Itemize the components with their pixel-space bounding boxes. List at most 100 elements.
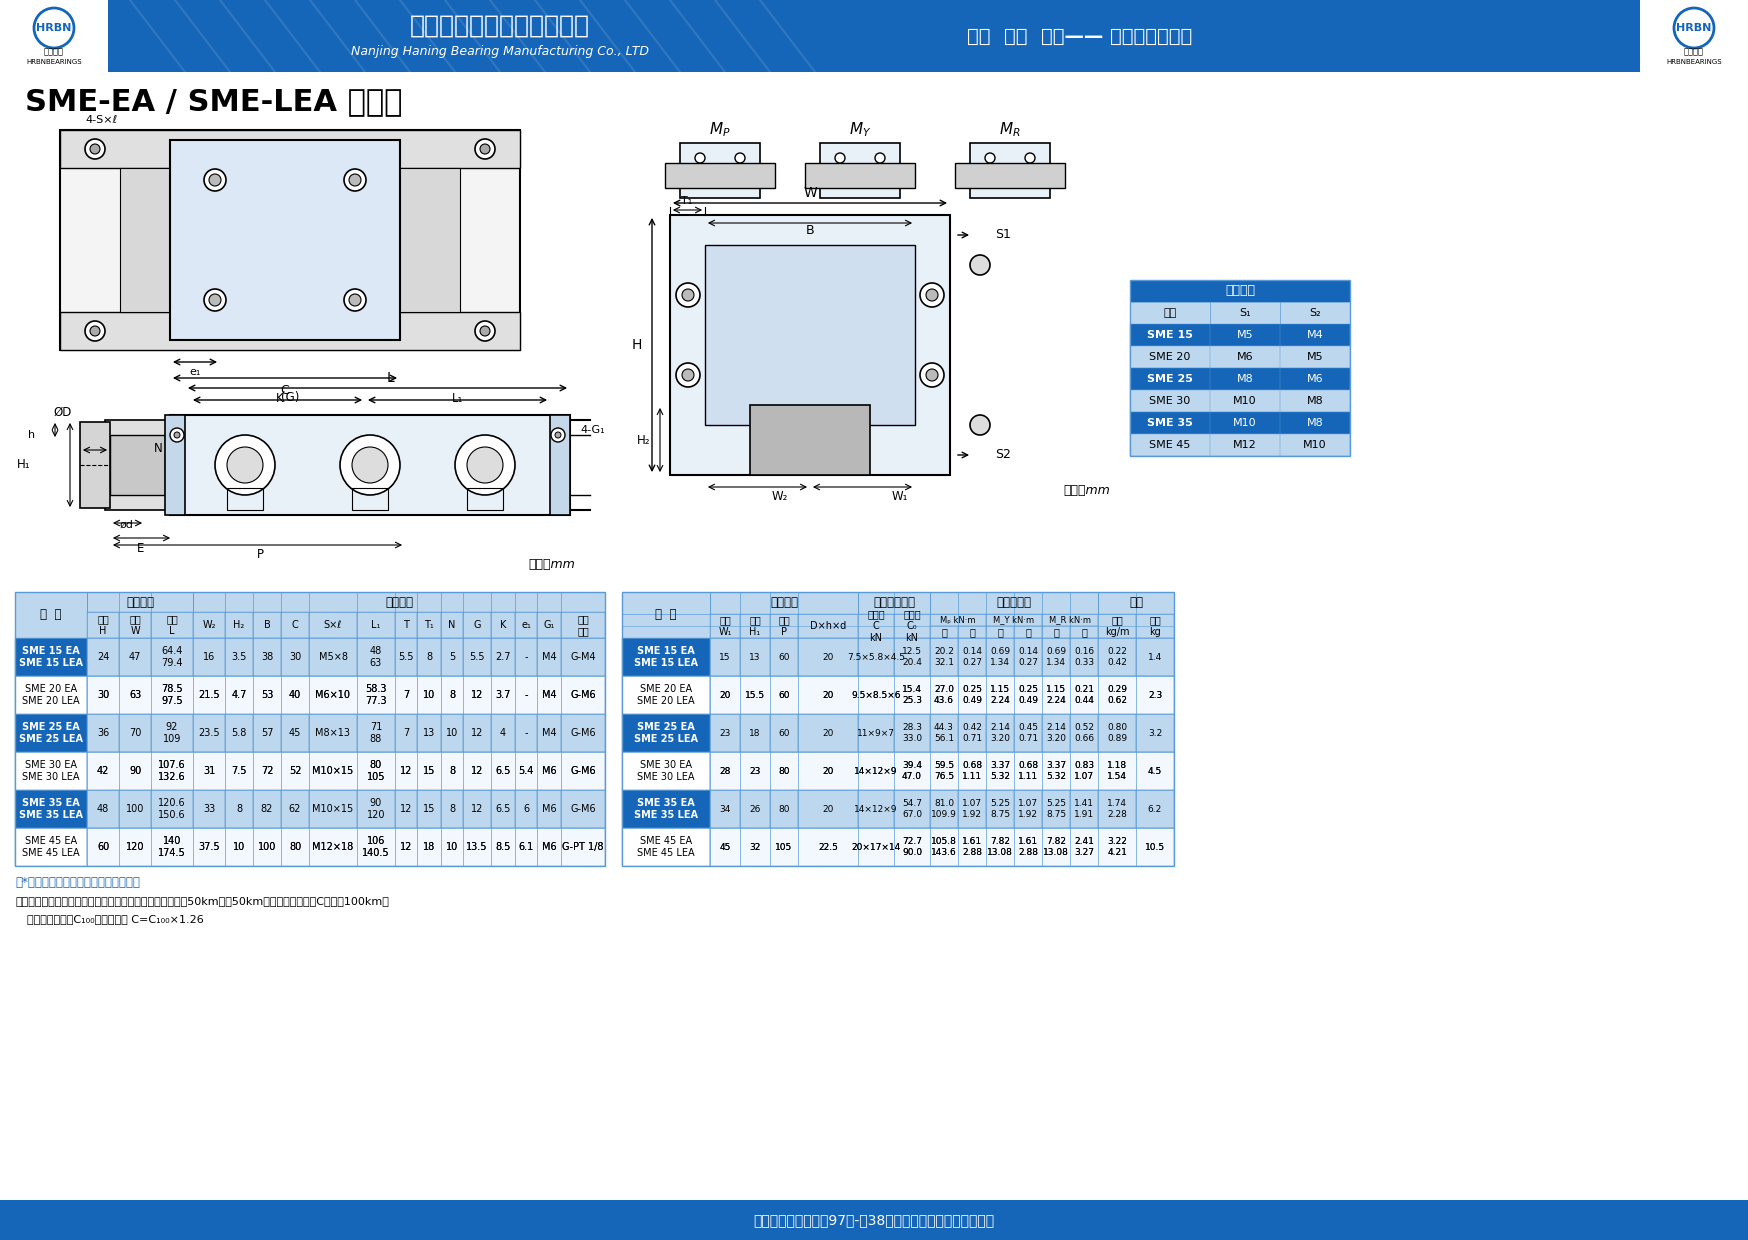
Text: 0.68
1.11: 0.68 1.11 bbox=[1017, 761, 1038, 781]
Bar bbox=[958, 828, 986, 866]
Text: 72: 72 bbox=[260, 766, 273, 776]
Text: 18: 18 bbox=[423, 842, 435, 852]
Bar bbox=[395, 613, 418, 639]
Bar bbox=[799, 714, 858, 751]
Text: 100: 100 bbox=[257, 842, 276, 852]
Bar bbox=[1098, 828, 1136, 866]
Text: (G): (G) bbox=[281, 392, 299, 404]
Text: 60: 60 bbox=[778, 691, 790, 699]
Text: H₂: H₂ bbox=[636, 434, 650, 446]
Bar bbox=[537, 790, 561, 828]
Text: 4.5: 4.5 bbox=[1148, 766, 1162, 775]
Circle shape bbox=[676, 283, 699, 308]
Text: e₁: e₁ bbox=[521, 620, 531, 630]
Text: M4: M4 bbox=[542, 689, 556, 701]
Text: 12: 12 bbox=[400, 766, 413, 776]
Bar bbox=[1014, 639, 1042, 676]
Bar bbox=[958, 676, 986, 714]
Text: S2: S2 bbox=[995, 449, 1010, 461]
Bar bbox=[164, 415, 185, 515]
Text: HRBNBEARINGS: HRBNBEARINGS bbox=[1666, 60, 1722, 64]
Text: 1.61
2.88: 1.61 2.88 bbox=[1017, 837, 1038, 857]
Bar bbox=[986, 676, 1014, 714]
Text: 38: 38 bbox=[260, 652, 273, 662]
Text: K: K bbox=[276, 392, 283, 404]
Text: 哈宁轴承: 哈宁轴承 bbox=[44, 47, 65, 57]
Bar bbox=[87, 828, 119, 866]
Bar bbox=[463, 639, 491, 676]
Bar bbox=[561, 639, 605, 676]
Bar bbox=[1129, 280, 1349, 456]
Circle shape bbox=[210, 174, 220, 186]
Bar bbox=[516, 613, 537, 639]
Bar bbox=[986, 751, 1014, 790]
Text: e₁: e₁ bbox=[189, 367, 201, 377]
Text: M10×15: M10×15 bbox=[313, 766, 353, 776]
Text: 90
120: 90 120 bbox=[367, 799, 385, 820]
Text: 1.18
1.54: 1.18 1.54 bbox=[1106, 761, 1127, 781]
Bar bbox=[622, 751, 710, 790]
Bar bbox=[516, 790, 537, 828]
Text: 21.5: 21.5 bbox=[198, 689, 220, 701]
Circle shape bbox=[682, 370, 694, 381]
Bar bbox=[930, 751, 958, 790]
Text: 12: 12 bbox=[470, 804, 482, 813]
Bar bbox=[16, 639, 87, 676]
Text: Nanjing Haning Bearing Manufacturing Co., LTD: Nanjing Haning Bearing Manufacturing Co.… bbox=[351, 46, 649, 58]
Text: 10: 10 bbox=[446, 842, 458, 852]
Bar bbox=[87, 790, 119, 828]
Text: 15: 15 bbox=[423, 804, 435, 813]
Bar bbox=[739, 828, 771, 866]
Bar bbox=[16, 591, 605, 866]
Text: 1.07
1.92: 1.07 1.92 bbox=[1017, 800, 1038, 818]
Text: 滑块尺寸: 滑块尺寸 bbox=[385, 595, 413, 609]
Text: G-M6: G-M6 bbox=[570, 689, 596, 701]
Bar bbox=[516, 828, 537, 866]
Circle shape bbox=[351, 446, 388, 484]
Text: B: B bbox=[806, 224, 815, 238]
Text: 3.7: 3.7 bbox=[495, 689, 510, 701]
Text: 30: 30 bbox=[96, 689, 108, 701]
Bar bbox=[771, 790, 799, 828]
Text: 6.2: 6.2 bbox=[1148, 805, 1162, 813]
Bar bbox=[253, 790, 281, 828]
Text: 20: 20 bbox=[822, 766, 834, 775]
Text: 40: 40 bbox=[288, 689, 301, 701]
Bar bbox=[1136, 828, 1175, 866]
Bar bbox=[710, 790, 739, 828]
Bar bbox=[440, 790, 463, 828]
Bar bbox=[16, 751, 87, 790]
Bar bbox=[930, 591, 1098, 614]
Text: 90: 90 bbox=[129, 766, 142, 776]
Text: 30: 30 bbox=[96, 689, 108, 701]
Text: 72.7
90.0: 72.7 90.0 bbox=[902, 837, 921, 857]
Text: 10: 10 bbox=[232, 842, 245, 852]
Text: 120: 120 bbox=[126, 842, 145, 852]
Circle shape bbox=[919, 363, 944, 387]
Text: 9.5×8.5×6: 9.5×8.5×6 bbox=[851, 691, 900, 699]
Text: 长度
L: 长度 L bbox=[166, 614, 178, 636]
Bar bbox=[958, 751, 986, 790]
Circle shape bbox=[341, 435, 400, 495]
Bar bbox=[1042, 639, 1070, 676]
Bar bbox=[858, 828, 893, 866]
Bar bbox=[1129, 368, 1349, 391]
Text: 0.69
1.34: 0.69 1.34 bbox=[989, 647, 1010, 667]
Bar bbox=[986, 639, 1014, 676]
Text: 48
63: 48 63 bbox=[371, 646, 383, 668]
Circle shape bbox=[676, 363, 699, 387]
Circle shape bbox=[481, 326, 489, 336]
Text: 单: 单 bbox=[940, 627, 947, 637]
Text: 39.4
47.0: 39.4 47.0 bbox=[902, 761, 921, 781]
Circle shape bbox=[926, 289, 939, 301]
Bar bbox=[893, 751, 930, 790]
Text: 26: 26 bbox=[750, 805, 760, 813]
Text: 60: 60 bbox=[778, 729, 790, 738]
Text: M6: M6 bbox=[542, 842, 556, 852]
Text: M8: M8 bbox=[1306, 418, 1323, 428]
Text: 8.5: 8.5 bbox=[495, 842, 510, 852]
Text: 双: 双 bbox=[1080, 627, 1087, 637]
Text: G-M6: G-M6 bbox=[570, 766, 596, 776]
Text: 6.5: 6.5 bbox=[495, 804, 510, 813]
Text: Mₚ kN·m: Mₚ kN·m bbox=[940, 615, 975, 625]
